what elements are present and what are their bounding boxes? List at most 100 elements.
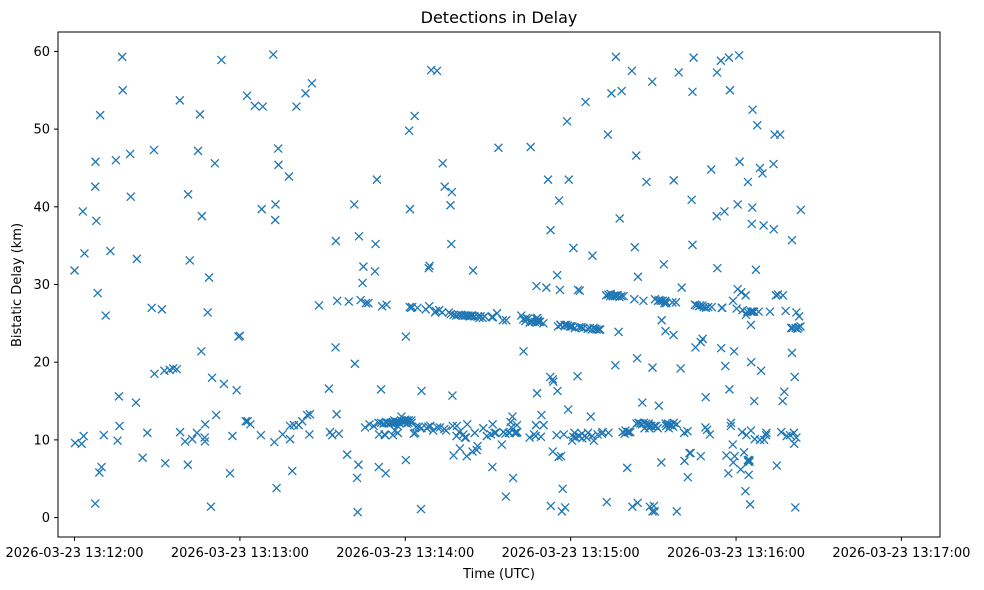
- y-tick-label: 10: [33, 433, 50, 448]
- data-point: [563, 405, 573, 415]
- data-point: [745, 457, 755, 467]
- data-point: [782, 431, 792, 441]
- data-point: [631, 151, 641, 160]
- x-tick-label: 2026-03-23 13:13:00: [171, 546, 309, 561]
- y-axis-label: Bistatic Delay (km): [10, 223, 25, 347]
- data-point: [480, 311, 490, 321]
- data-point: [680, 456, 689, 466]
- data-point: [187, 434, 197, 444]
- data-point: [90, 499, 100, 509]
- data-point: [331, 236, 341, 246]
- data-point: [363, 298, 373, 308]
- data-point: [740, 486, 750, 496]
- y-tick-label: 30: [33, 278, 50, 293]
- data-point: [437, 308, 447, 317]
- data-point: [648, 506, 657, 516]
- data-point: [510, 428, 520, 438]
- data-point: [790, 503, 800, 512]
- data-point: [180, 436, 190, 446]
- data-point: [548, 374, 558, 384]
- data-point: [204, 273, 214, 282]
- data-point: [712, 263, 722, 273]
- data-point: [781, 306, 791, 316]
- data-point: [533, 317, 543, 327]
- data-point: [696, 451, 706, 461]
- data-point: [729, 346, 739, 356]
- data-point: [219, 379, 229, 389]
- data-point: [228, 431, 237, 441]
- data-point: [775, 130, 785, 140]
- data-point: [749, 396, 759, 406]
- data-point: [512, 427, 522, 437]
- data-point: [446, 239, 456, 249]
- data-point: [689, 53, 699, 63]
- data-point: [113, 436, 122, 446]
- data-point: [677, 283, 687, 293]
- data-point: [452, 431, 462, 441]
- data-point: [497, 440, 507, 450]
- data-point: [743, 177, 753, 187]
- data-point: [555, 285, 565, 295]
- data-point: [736, 287, 746, 297]
- data-point: [440, 182, 450, 192]
- data-point: [595, 325, 605, 335]
- data-point: [301, 88, 310, 98]
- data-point: [748, 105, 758, 115]
- data-point: [648, 363, 657, 373]
- data-point: [772, 461, 782, 470]
- data-point: [314, 301, 324, 310]
- data-point: [183, 189, 193, 199]
- data-point: [353, 507, 363, 517]
- plot-area: [58, 32, 940, 537]
- data-point: [342, 450, 352, 460]
- data-point: [114, 391, 124, 401]
- data-point: [755, 163, 765, 173]
- data-point: [746, 320, 756, 330]
- data-point: [672, 506, 682, 516]
- data-point: [676, 363, 686, 373]
- data-point: [705, 429, 715, 439]
- data-point: [669, 330, 678, 340]
- data-point: [468, 266, 478, 275]
- data-point: [546, 501, 556, 511]
- data-point: [746, 426, 756, 436]
- data-point: [78, 207, 88, 216]
- data-point: [716, 56, 726, 66]
- data-point: [794, 311, 804, 321]
- data-point: [478, 423, 488, 433]
- data-point: [659, 259, 669, 269]
- data-point: [667, 297, 677, 307]
- data-point: [794, 322, 804, 332]
- x-tick-label: 2026-03-23 13:16:00: [667, 546, 805, 561]
- data-point: [291, 102, 301, 112]
- data-point: [659, 298, 669, 308]
- data-point: [117, 52, 127, 62]
- data-point: [701, 392, 711, 402]
- data-point: [284, 172, 294, 181]
- data-point: [674, 67, 684, 77]
- data-point: [270, 215, 280, 225]
- data-point: [168, 363, 178, 373]
- data-point: [425, 421, 435, 431]
- data-point: [761, 430, 771, 440]
- data-point: [327, 430, 337, 440]
- data-point: [736, 464, 746, 474]
- data-point: [787, 235, 797, 245]
- data-point: [556, 451, 566, 461]
- data-point: [401, 455, 411, 465]
- data-point: [216, 55, 226, 65]
- data-point: [305, 409, 315, 419]
- data-point: [210, 158, 220, 168]
- data-point: [581, 97, 591, 107]
- data-point: [754, 307, 764, 317]
- data-point: [776, 427, 786, 437]
- data-point: [225, 468, 235, 478]
- data-point: [647, 77, 657, 87]
- data-point: [461, 433, 471, 443]
- data-point: [661, 326, 670, 336]
- data-point: [371, 239, 380, 249]
- data-point: [726, 418, 736, 428]
- data-point: [404, 126, 414, 136]
- data-point: [241, 416, 251, 426]
- data-point: [583, 428, 593, 438]
